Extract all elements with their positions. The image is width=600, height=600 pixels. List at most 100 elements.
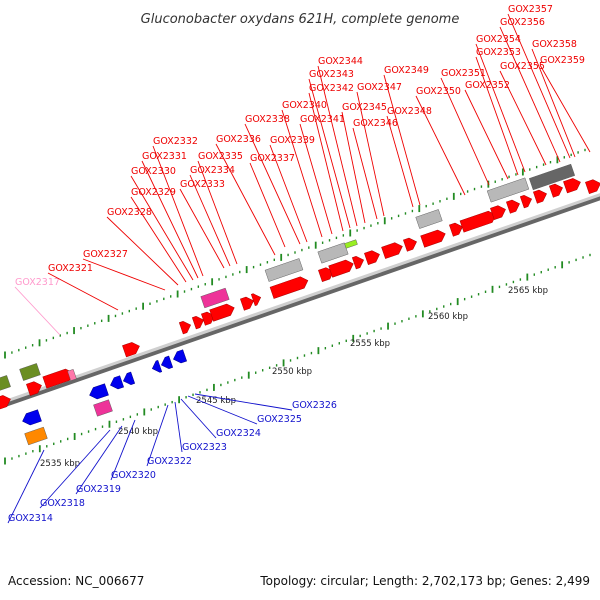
forward-callout-leader [130,196,187,283]
reverse-gene [151,360,163,373]
reverse-callout-leader [146,404,169,467]
forward-callout-leader [475,43,526,173]
green-gene [19,363,41,381]
reverse-gene [89,383,109,400]
reverse-callout-leader [110,419,136,481]
forward-gene [403,237,417,252]
forward-gene [122,342,140,358]
reverse-callout: GOX2314 [8,513,53,524]
gray-gene [415,209,443,229]
reverse-callout-leader [174,401,183,453]
forward-callout: GOX2327 [83,249,128,260]
forward-callout: GOX2353 [476,47,521,58]
forward-callout-leader [383,74,421,206]
forward-callout: GOX2359 [540,55,585,66]
gene-callouts: GOX2317 GOX2321 GOX2327 GOX2328 GOX2329 GOX23… [7,4,591,524]
forward-callout-leader [308,92,344,232]
forward-callout-leader [317,65,358,227]
forward-callout-leader [82,258,166,291]
pink-gene [200,287,230,309]
reverse-gene [22,409,42,426]
forward-callout-leader [308,78,351,229]
forward-callout-leader [531,48,576,158]
forward-callout-leader [352,127,378,220]
reverse-gene [173,349,187,364]
forward-callout-leader [281,109,323,238]
forward-callout: GOX2321 [48,263,93,274]
reverse-gene [122,371,136,385]
forward-callout: GOX2317 [15,277,60,288]
reverse-callout: GOX2323 [182,442,227,453]
forward-callout-leader [299,123,333,235]
forward-callout-leader [341,111,366,224]
dark-gene [528,163,576,191]
forward-callout-leader [197,160,238,265]
forward-callout: GOX2355 [500,61,545,72]
scale-label: 2540 kbp [118,427,158,437]
accession-label: Accession: NC_006677 [8,574,145,588]
forward-callout-leader [215,143,276,256]
forward-callout: GOX2350 [416,86,461,97]
forward-gene [191,316,205,330]
forward-callout-leader [152,145,204,277]
reverse-callout: GOX2318 [40,498,85,509]
forward-callout: GOX2338 [245,114,290,125]
gray-gene [264,258,304,282]
reverse-callout-leader [7,449,45,524]
forward-gene [533,189,547,204]
forward-gene [351,256,365,270]
forward-callout-leader [14,286,61,336]
forward-gene [563,178,581,194]
forward-callout: GOX2344 [318,56,363,67]
forward-gene [250,293,262,306]
forward-callout-leader [356,91,385,217]
scale-label: 2565 kbp [508,286,548,296]
forward-callout: GOX2330 [131,166,176,177]
topology-label: Topology: circular; Length: 2,702,173 bp… [260,574,590,588]
forward-callout: GOX2348 [387,106,432,117]
forward-callout: GOX2340 [282,100,327,111]
forward-callout: GOX2333 [180,179,225,190]
forward-callout: GOX2342 [309,83,354,94]
reverse-callout-leader [180,398,217,439]
forward-callout-leader [440,77,490,186]
forward-gene [549,183,563,198]
forward-callout-leader [464,89,509,180]
reverse-callout-leader [194,393,293,411]
forward-gene [364,250,380,265]
pink-gene [93,399,113,417]
forward-gene [490,205,506,220]
forward-callout: GOX2328 [107,207,152,218]
reverse-callout-leader [39,429,111,509]
scale-label: 2555 kbp [350,339,390,349]
lower-tick-track [4,253,591,465]
forward-callout-leader [475,56,519,176]
reverse-gene [160,355,174,369]
green-gene [0,375,11,391]
forward-callout-leader [415,95,466,196]
forward-callout-leader [499,26,561,163]
reverse-callout: GOX2326 [292,400,337,411]
forward-callout-leader [539,64,591,153]
forward-callout-leader [249,162,286,248]
forward-callout-leader [386,115,414,208]
reverse-callout: GOX2324 [216,428,261,439]
gray-gene [486,177,530,203]
reverse-callout-leader [75,425,123,495]
forward-callout: GOX2343 [309,69,354,80]
forward-callout: GOX2331 [142,151,187,162]
scale-label: 2550 kbp [272,367,312,377]
reverse-callout: GOX2322 [147,456,192,467]
genome-backbone [0,193,600,409]
green-gene [344,239,358,249]
upper-tick-track [4,148,586,359]
forward-gene [0,395,11,411]
forward-callout: GOX2358 [532,39,577,50]
forward-callout: GOX2354 [476,34,521,45]
reverse-gene [110,375,124,390]
forward-callout: GOX2336 [216,134,261,145]
forward-callout: GOX2347 [357,82,402,93]
reverse-callout: GOX2319 [76,484,121,495]
forward-callout-leader [244,123,301,245]
